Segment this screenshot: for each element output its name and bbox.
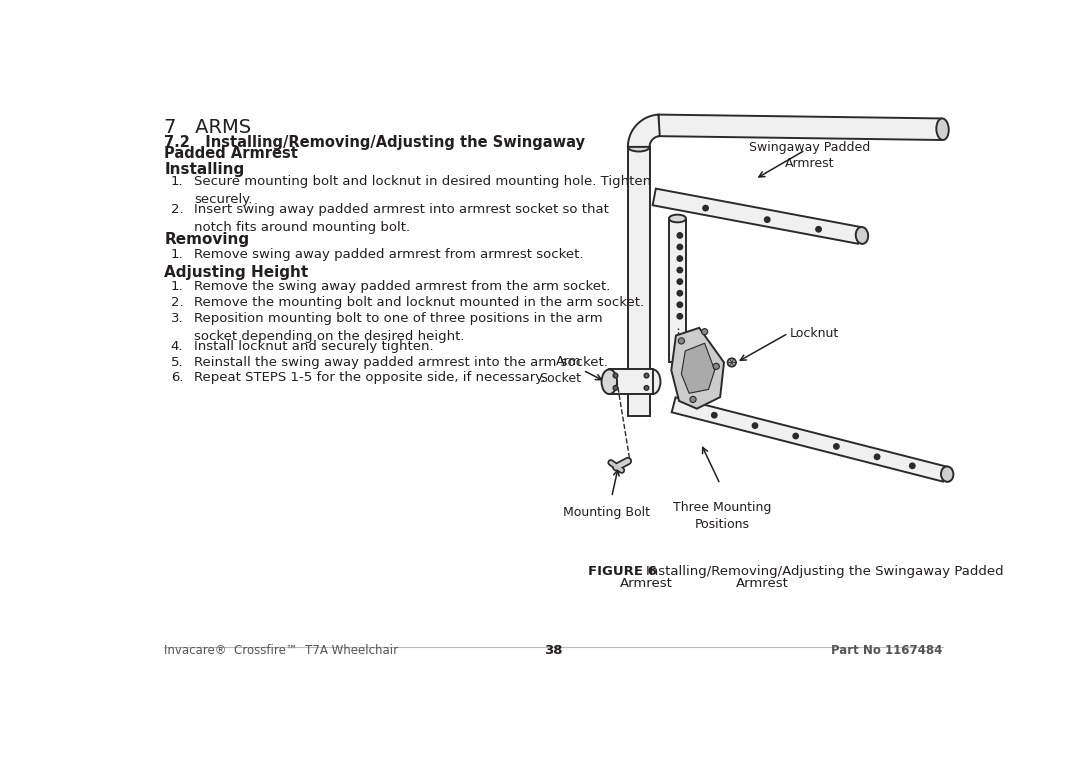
Circle shape (712, 412, 717, 418)
Circle shape (677, 314, 683, 319)
Circle shape (753, 423, 758, 428)
Text: Locknut: Locknut (789, 327, 839, 340)
Text: Part No 1167484: Part No 1167484 (832, 644, 943, 657)
Text: Mounting Bolt: Mounting Bolt (563, 506, 650, 519)
Text: 5.: 5. (171, 356, 184, 369)
Ellipse shape (936, 118, 948, 140)
Text: 2.: 2. (171, 203, 184, 216)
Polygon shape (672, 397, 947, 482)
Circle shape (677, 279, 683, 284)
Circle shape (713, 363, 719, 370)
Polygon shape (672, 328, 724, 408)
Text: Installing/Removing/Adjusting the Swingaway Padded: Installing/Removing/Adjusting the Swinga… (647, 565, 1004, 578)
Text: Install locknut and securely tighten.: Install locknut and securely tighten. (194, 340, 433, 353)
Text: Reposition mounting bolt to one of three positions in the arm
socket depending o: Reposition mounting bolt to one of three… (194, 312, 603, 343)
Circle shape (677, 302, 683, 307)
Circle shape (644, 373, 649, 378)
Circle shape (834, 443, 839, 449)
Text: 2.: 2. (171, 296, 184, 309)
Text: Secure mounting bolt and locknut in desired mounting hole. Tighten
securely.: Secure mounting bolt and locknut in desi… (194, 175, 651, 206)
Text: 7.2   Installing/Removing/Adjusting the Swingaway: 7.2 Installing/Removing/Adjusting the Sw… (164, 135, 585, 149)
Ellipse shape (645, 370, 661, 394)
Circle shape (765, 217, 770, 223)
Circle shape (909, 463, 915, 469)
Text: 1.: 1. (171, 248, 184, 261)
Text: Installing: Installing (164, 162, 245, 177)
Text: Remove swing away padded armrest from armrest socket.: Remove swing away padded armrest from ar… (194, 248, 583, 261)
Ellipse shape (855, 227, 868, 244)
Polygon shape (652, 189, 861, 244)
Ellipse shape (602, 370, 617, 394)
Text: 1.: 1. (171, 280, 184, 293)
Text: Removing: Removing (164, 232, 249, 248)
Circle shape (644, 386, 649, 390)
Circle shape (677, 256, 683, 261)
Ellipse shape (669, 215, 686, 223)
Text: 6.: 6. (171, 371, 184, 384)
Text: Remove the mounting bolt and locknut mounted in the arm socket.: Remove the mounting bolt and locknut mou… (194, 296, 644, 309)
Text: FIGURE 6: FIGURE 6 (588, 565, 657, 578)
Polygon shape (681, 343, 715, 393)
Text: Remove the swing away padded armrest from the arm socket.: Remove the swing away padded armrest fro… (194, 280, 610, 293)
Circle shape (613, 373, 618, 378)
Text: 4.: 4. (171, 340, 184, 353)
Text: Arm
Socket: Arm Socket (539, 355, 581, 385)
Polygon shape (669, 220, 686, 363)
Text: Invacare®  Crossfire™  T7A Wheelchair: Invacare® Crossfire™ T7A Wheelchair (164, 644, 399, 657)
Text: 1.: 1. (171, 175, 184, 188)
Circle shape (815, 226, 821, 232)
Circle shape (678, 338, 685, 344)
Circle shape (677, 245, 683, 250)
Ellipse shape (627, 142, 649, 152)
Polygon shape (627, 147, 649, 416)
Text: 3.: 3. (171, 312, 184, 325)
Circle shape (677, 232, 683, 239)
Circle shape (703, 206, 708, 211)
Text: Insert swing away padded armrest into armrest socket so that
notch fits around m: Insert swing away padded armrest into ar… (194, 203, 609, 234)
Circle shape (728, 358, 735, 367)
Text: Three Mounting
Positions: Three Mounting Positions (673, 501, 771, 530)
Ellipse shape (941, 466, 954, 482)
Text: Swingaway Padded
Armrest: Swingaway Padded Armrest (748, 141, 869, 170)
Circle shape (793, 434, 798, 439)
Polygon shape (627, 114, 660, 147)
Text: Armrest: Armrest (620, 577, 673, 590)
Circle shape (677, 267, 683, 273)
Polygon shape (658, 114, 941, 140)
Circle shape (702, 328, 707, 335)
Circle shape (613, 386, 618, 390)
Text: Padded Armrest: Padded Armrest (164, 146, 298, 161)
FancyBboxPatch shape (609, 370, 652, 394)
Text: 7   ARMS: 7 ARMS (164, 117, 252, 136)
Circle shape (677, 290, 683, 296)
Text: Armrest: Armrest (737, 577, 789, 590)
Circle shape (875, 454, 880, 459)
Text: Adjusting Height: Adjusting Height (164, 265, 309, 280)
Text: 38: 38 (544, 644, 563, 657)
Circle shape (690, 396, 697, 402)
Text: Repeat STEPS 1-5 for the opposite side, if necessary.: Repeat STEPS 1-5 for the opposite side, … (194, 371, 545, 384)
Text: Reinstall the swing away padded armrest into the arm socket.: Reinstall the swing away padded armrest … (194, 356, 608, 369)
